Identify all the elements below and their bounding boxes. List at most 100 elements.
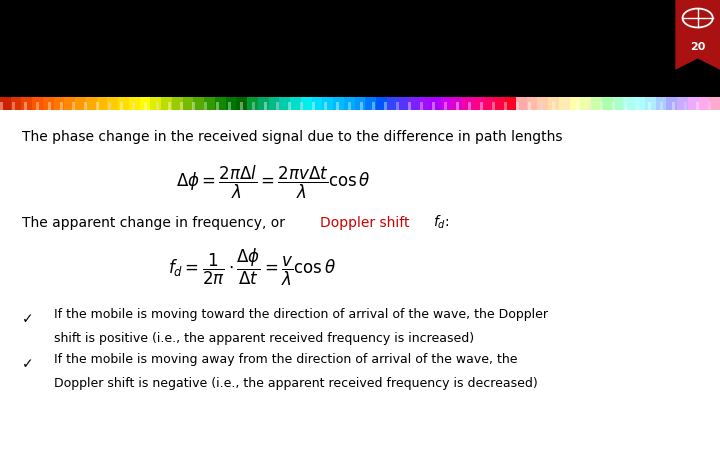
Bar xyxy=(204,97,216,110)
Bar xyxy=(516,97,527,110)
Text: The phase change in the received signal due to the difference in path lengths: The phase change in the received signal … xyxy=(22,130,562,144)
Bar xyxy=(540,102,543,110)
Bar xyxy=(75,97,86,110)
Bar xyxy=(252,102,255,110)
Bar xyxy=(648,102,651,110)
Bar xyxy=(484,97,495,110)
Bar xyxy=(462,97,474,110)
Bar xyxy=(269,97,280,110)
Bar xyxy=(324,102,327,110)
Bar xyxy=(432,102,435,110)
Bar xyxy=(636,102,639,110)
Bar xyxy=(552,102,555,110)
Bar xyxy=(709,97,720,110)
Bar xyxy=(580,97,592,110)
Bar xyxy=(677,97,688,110)
Bar xyxy=(194,97,205,110)
Bar xyxy=(54,97,66,110)
Bar xyxy=(22,97,33,110)
Bar xyxy=(672,102,675,110)
Bar xyxy=(504,102,507,110)
Bar xyxy=(419,97,431,110)
Text: $\Delta\phi = \dfrac{2\pi\Delta l}{\lambda} = \dfrac{2\pi v\Delta t}{\lambda}\co: $\Delta\phi = \dfrac{2\pi\Delta l}{\lamb… xyxy=(176,164,371,201)
Bar xyxy=(240,102,243,110)
Bar xyxy=(473,97,485,110)
Bar xyxy=(365,97,377,110)
Bar xyxy=(600,102,603,110)
Bar xyxy=(387,97,398,110)
Bar xyxy=(180,102,183,110)
Bar xyxy=(451,97,463,110)
Bar xyxy=(236,97,248,110)
Bar xyxy=(564,102,567,110)
Bar xyxy=(140,97,151,110)
Bar xyxy=(570,97,581,110)
Text: shift is positive (i.e., the apparent received frequency is increased): shift is positive (i.e., the apparent re… xyxy=(54,332,474,345)
Bar xyxy=(161,97,173,110)
Bar xyxy=(612,102,615,110)
Bar xyxy=(247,97,258,110)
Bar xyxy=(118,97,130,110)
Bar xyxy=(301,97,312,110)
Bar xyxy=(0,0,720,110)
Bar xyxy=(376,97,387,110)
Bar xyxy=(183,97,194,110)
Text: Small-Scale Multipath Propagation: Small-Scale Multipath Propagation xyxy=(107,64,570,89)
Bar xyxy=(156,102,159,110)
Bar xyxy=(96,97,108,110)
Bar xyxy=(528,102,531,110)
Bar xyxy=(537,97,549,110)
Bar xyxy=(150,97,162,110)
Bar xyxy=(264,102,267,110)
Bar xyxy=(660,102,663,110)
Bar xyxy=(360,102,363,110)
Bar xyxy=(480,102,483,110)
Bar xyxy=(456,102,459,110)
Bar xyxy=(624,102,627,110)
Bar xyxy=(144,102,147,110)
Bar xyxy=(172,97,184,110)
Bar xyxy=(396,102,399,110)
Bar xyxy=(192,102,195,110)
Bar xyxy=(444,102,447,110)
Text: 20: 20 xyxy=(690,42,706,52)
Text: $f_d$:: $f_d$: xyxy=(433,214,449,231)
Bar xyxy=(505,97,516,110)
Bar xyxy=(32,97,44,110)
Bar xyxy=(588,102,591,110)
Bar xyxy=(420,102,423,110)
Bar xyxy=(86,97,97,110)
Bar xyxy=(120,102,123,110)
Bar xyxy=(336,102,339,110)
Bar xyxy=(468,102,471,110)
Bar xyxy=(258,97,269,110)
Bar xyxy=(408,97,420,110)
Bar xyxy=(495,97,505,110)
Bar xyxy=(591,97,603,110)
Bar xyxy=(84,102,87,110)
Bar xyxy=(129,97,140,110)
Bar xyxy=(441,97,452,110)
Bar xyxy=(12,102,15,110)
Bar xyxy=(645,97,656,110)
Bar xyxy=(548,97,559,110)
Bar xyxy=(698,97,710,110)
Bar xyxy=(48,102,51,110)
Text: Doppler shift is negative (i.e., the apparent received frequency is decreased): Doppler shift is negative (i.e., the app… xyxy=(54,377,538,390)
Bar xyxy=(312,97,323,110)
Bar xyxy=(288,102,291,110)
Bar xyxy=(430,97,441,110)
Bar xyxy=(344,97,356,110)
Text: Doppler shift: Doppler shift xyxy=(320,216,414,230)
Bar xyxy=(108,102,111,110)
Bar xyxy=(276,102,279,110)
Bar xyxy=(215,97,226,110)
Bar xyxy=(43,97,55,110)
Bar xyxy=(225,97,237,110)
Polygon shape xyxy=(675,0,720,70)
Bar xyxy=(576,102,579,110)
Bar xyxy=(204,102,207,110)
Bar xyxy=(516,102,519,110)
Bar xyxy=(684,102,687,110)
Text: ✓: ✓ xyxy=(22,312,33,327)
